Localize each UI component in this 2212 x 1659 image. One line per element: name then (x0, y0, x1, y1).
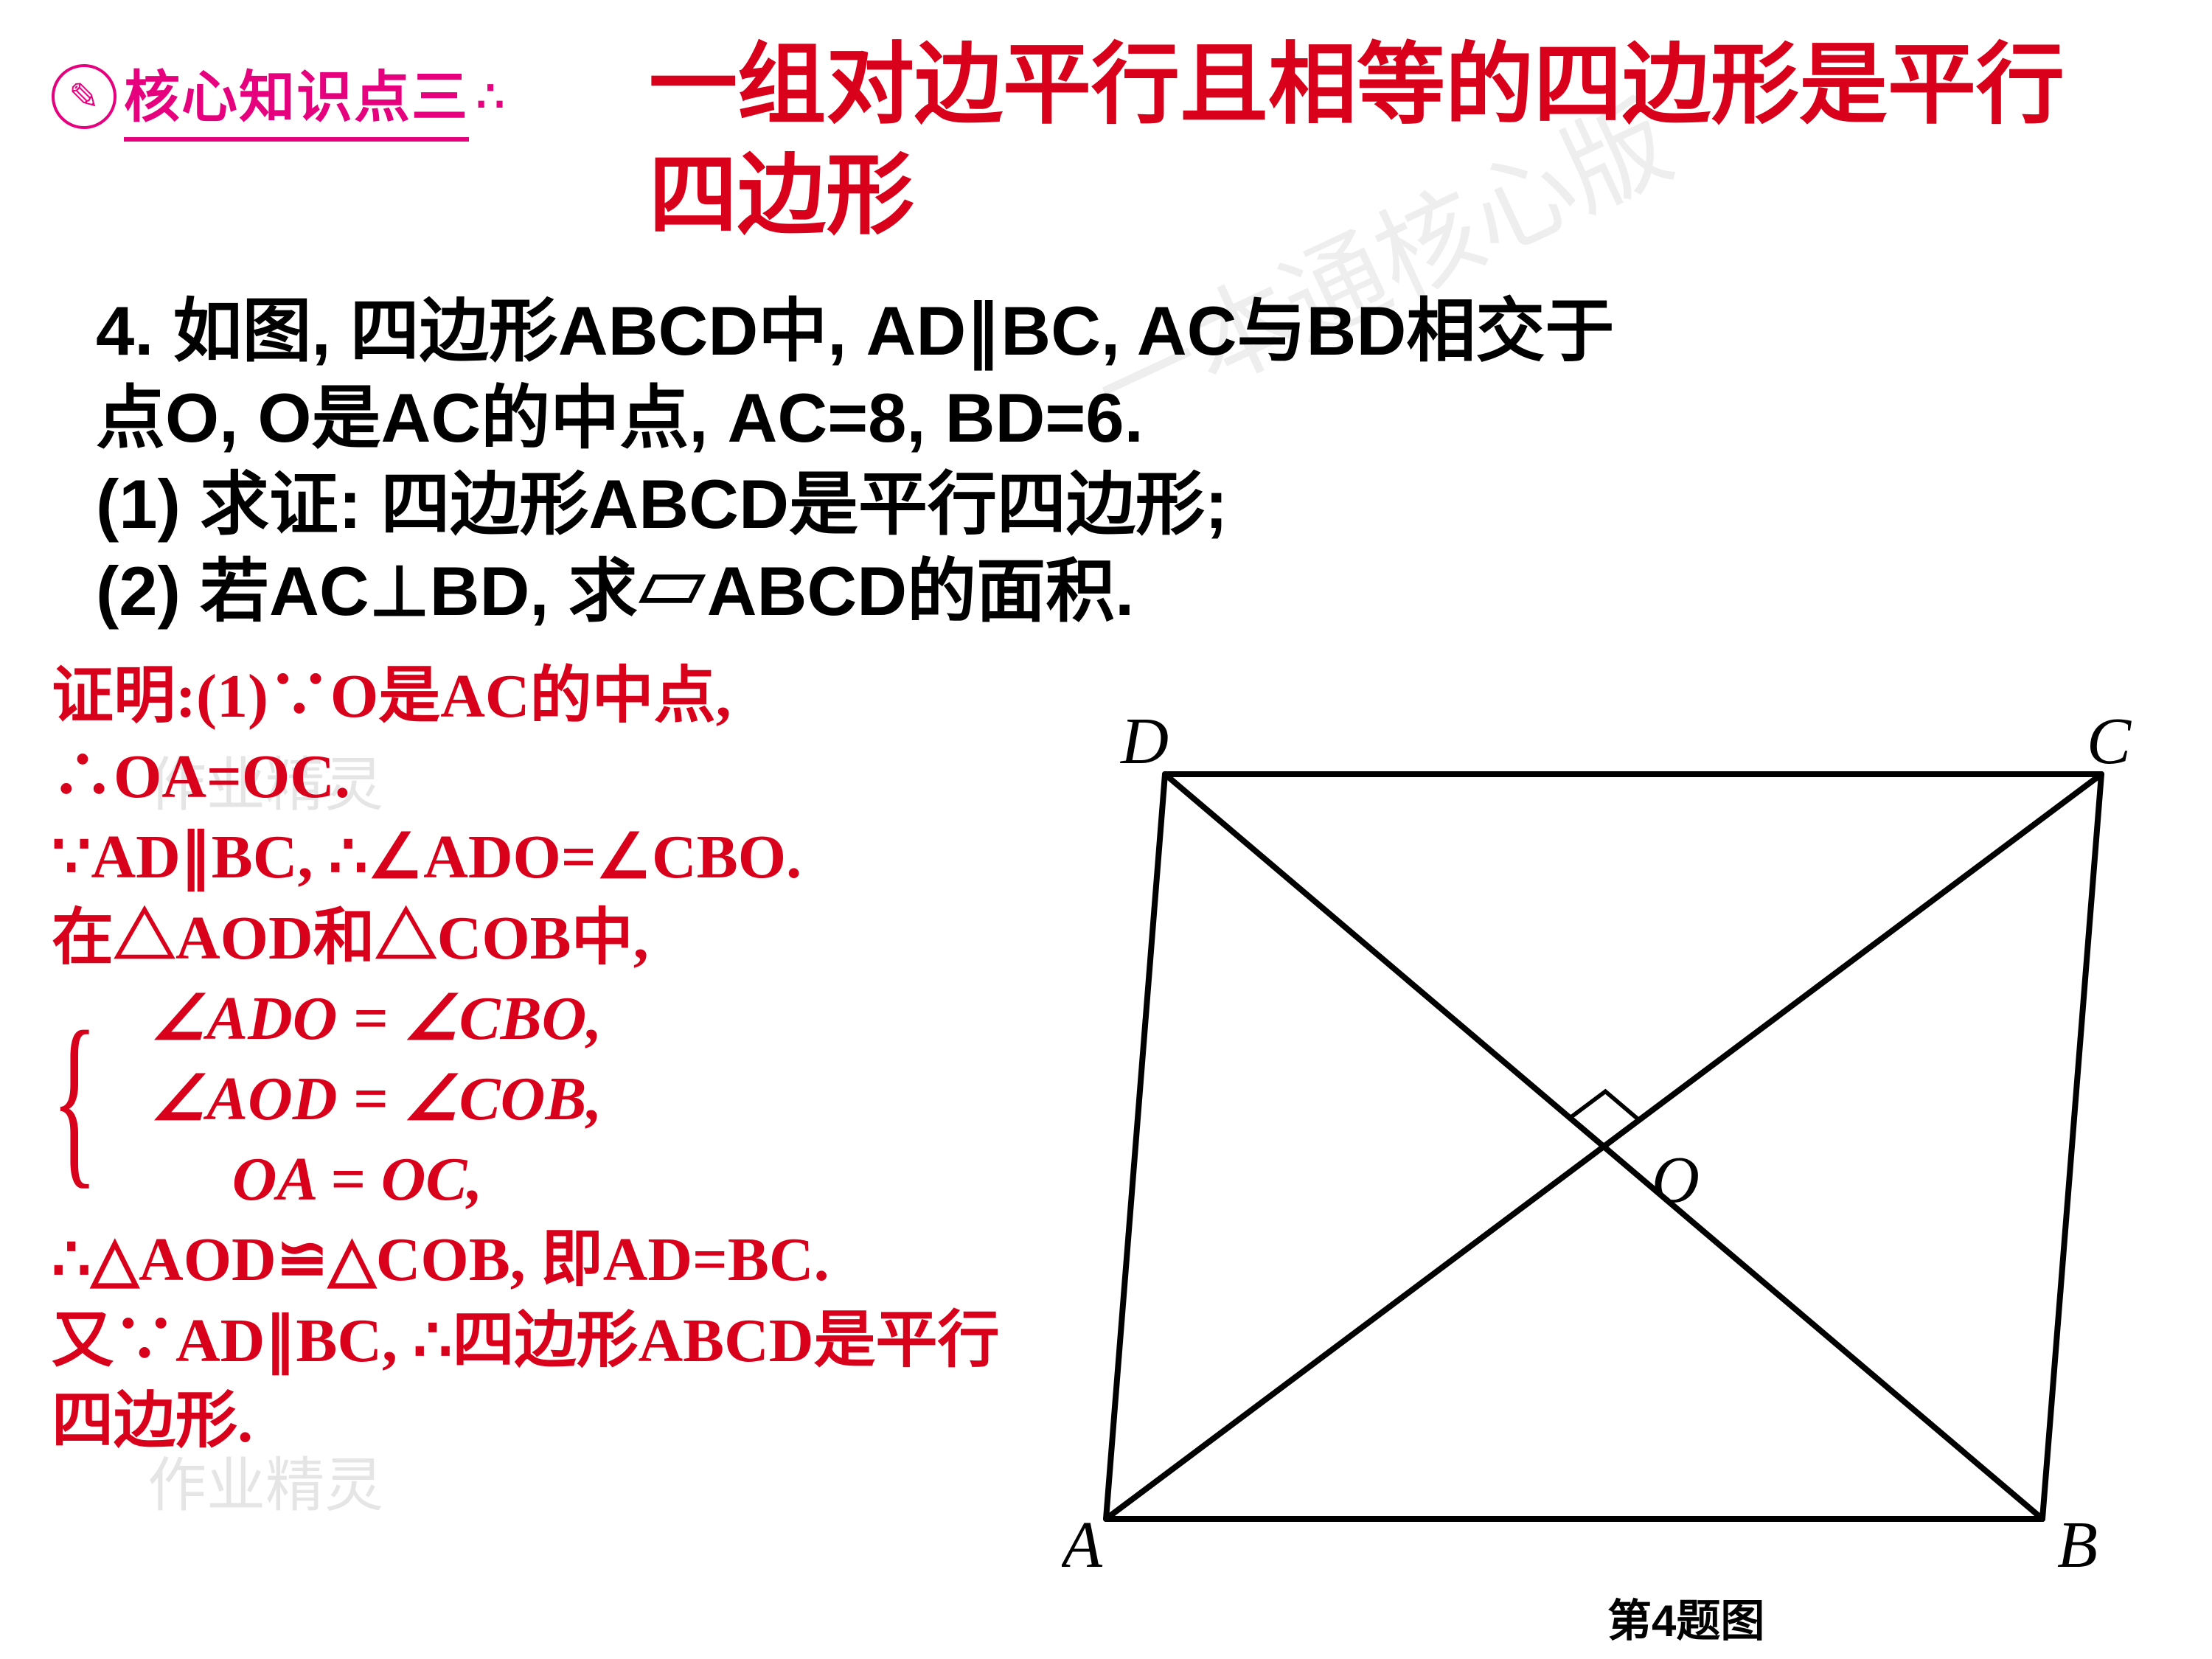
solution-line: ∴△AOD≌△COB, 即AD=BC. (52, 1220, 1040, 1300)
solution-line: 证明:(1)∵O是AC的中点, ∴OA=OC. (52, 656, 1040, 817)
svg-text:D: D (1119, 705, 1169, 778)
brace-row: OA = OC, (151, 1139, 602, 1220)
geometry-figure: A B C D O (1062, 700, 2153, 1630)
solution-line: 在△AOD和△COB中, (52, 898, 1040, 978)
svg-text:C: C (2087, 705, 2132, 778)
left-brace-icon: { (52, 1008, 97, 1190)
problem-statement: 4. 如图, 四边形ABCD中, AD∥BC, AC与BD相交于 点O, O是A… (96, 288, 2087, 634)
problem-line: (1) 求证: 四边形ABCD是平行四边形; (96, 461, 2087, 548)
problem-line: 点O, O是AC的中点, AC=8, BD=6. (96, 375, 2087, 462)
svg-text:O: O (1652, 1144, 1700, 1217)
solution-proof: 证明:(1)∵O是AC的中点, ∴OA=OC. ∵AD∥BC, ∴∠ADO=∠C… (52, 656, 1040, 1461)
section-badge-label: 核心知识点三 (124, 52, 469, 142)
solution-line: ∵AD∥BC, ∴∠ADO=∠CBO. (52, 817, 1040, 897)
brace-row: ∠ADO = ∠CBO, (151, 978, 602, 1059)
badge-dots-icon: ∴ (476, 71, 504, 122)
brace-row: ∠AOD = ∠COB, (151, 1059, 602, 1139)
svg-text:B: B (2057, 1509, 2098, 1582)
problem-line: 4. 如图, 四边形ABCD中, AD∥BC, AC与BD相交于 (96, 288, 2087, 375)
svg-text:A: A (1062, 1509, 1103, 1582)
page-title: 一组对边平行且相等的四边形是平行四边形 (649, 29, 2124, 251)
figure-caption: 第4题图 (1607, 1585, 1764, 1649)
pencil-icon: ✎ (52, 64, 116, 129)
solution-line: 又∵AD∥BC, ∴四边形ABCD是平行四边形. (52, 1301, 1040, 1461)
problem-line: (2) 若AC⊥BD, 求▱ABCD的面积. (96, 548, 2087, 635)
brace-content: ∠ADO = ∠CBO, ∠AOD = ∠COB, OA = OC, (151, 978, 602, 1220)
section-badge: ✎ 核心知识点三 ∴ (52, 52, 504, 142)
equation-brace-block: { ∠ADO = ∠CBO, ∠AOD = ∠COB, OA = OC, (52, 978, 1040, 1220)
